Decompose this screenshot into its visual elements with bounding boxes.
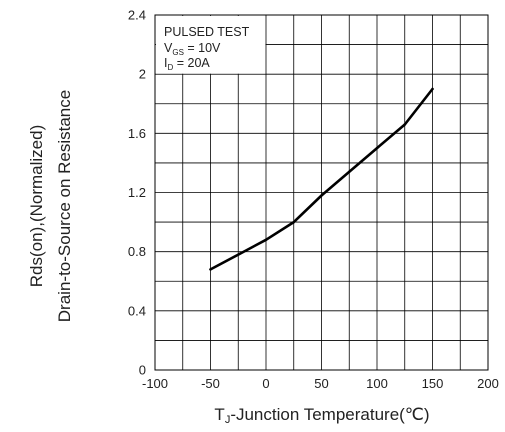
x-tick-label: 50	[314, 376, 328, 391]
data-points	[209, 87, 434, 271]
plot-frame	[154, 14, 489, 371]
y-tick-label: 1.2	[128, 185, 146, 200]
x-axis-title-symbol: T	[214, 405, 224, 424]
data-point	[403, 123, 406, 126]
data-point	[237, 253, 240, 256]
annotation-vgs-symbol: V	[164, 41, 173, 55]
y-tick-label: 0.8	[128, 244, 146, 259]
annotation-line-1: PULSED TEST	[164, 25, 250, 39]
x-tick-label: 200	[477, 376, 499, 391]
y-tick-label: 2	[139, 67, 146, 82]
tick-labels: -100 -50 0 50 100 150 200 0 0.4 0.8 1.2 1.6 2 2.4	[128, 8, 499, 392]
y-tick-label: 1.6	[128, 126, 146, 141]
x-tick-label: 0	[262, 376, 269, 391]
annotation-vgs-subscript: GS	[172, 48, 184, 57]
data-point	[320, 194, 323, 197]
y-tick-label: 0.4	[128, 303, 146, 318]
annotation-box: PULSED TEST VGS = 10V ID = 20A	[164, 25, 250, 72]
y-tick-label: 0	[139, 363, 146, 378]
annotation-line-2: VGS = 10V	[164, 41, 221, 57]
x-axis-title-text: -Junction Temperature(℃)	[230, 405, 429, 424]
data-point	[348, 170, 351, 173]
x-axis-title: TJ-Junction Temperature(℃)	[214, 405, 429, 426]
annotation-vgs-value: = 10V	[184, 41, 221, 55]
y-tick-label: 2.4	[128, 8, 146, 23]
data-point	[431, 87, 434, 91]
y-axis-title-line-2: Drain-to-Source on Resistance	[55, 90, 74, 322]
annotation-id-value: = 20A	[173, 56, 210, 70]
annotation-id-symbol: I	[164, 56, 167, 70]
data-point	[264, 238, 268, 242]
data-point	[292, 220, 295, 224]
x-tick-label: 100	[366, 376, 388, 391]
annotation-id-subscript: D	[167, 63, 173, 72]
y-axis-title-line-1: Rds(on),(Normalized)	[27, 125, 46, 287]
x-axis-title-subscript: J	[225, 414, 231, 426]
x-tick-label: 150	[422, 376, 444, 391]
x-tick-label: -100	[142, 376, 168, 391]
x-tick-label: -50	[201, 376, 220, 391]
data-point	[209, 268, 212, 271]
data-point	[375, 146, 379, 150]
annotation-line-3: ID = 20A	[164, 56, 210, 72]
annotation-background	[156, 16, 266, 74]
